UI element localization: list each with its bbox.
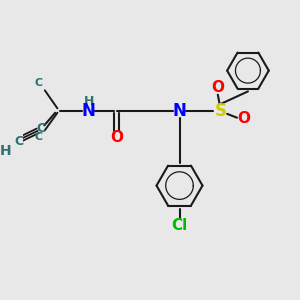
- Text: O: O: [237, 111, 250, 126]
- Text: Cl: Cl: [171, 218, 188, 232]
- Text: N: N: [81, 102, 95, 120]
- Text: S: S: [214, 102, 226, 120]
- Text: H: H: [84, 95, 94, 108]
- Text: O: O: [211, 80, 224, 95]
- Text: N: N: [172, 102, 186, 120]
- Text: O: O: [110, 130, 123, 146]
- Text: H: H: [0, 144, 12, 158]
- Text: C: C: [14, 135, 24, 148]
- Text: C: C: [36, 122, 46, 135]
- Text: C: C: [35, 78, 43, 88]
- Text: C: C: [35, 132, 43, 142]
